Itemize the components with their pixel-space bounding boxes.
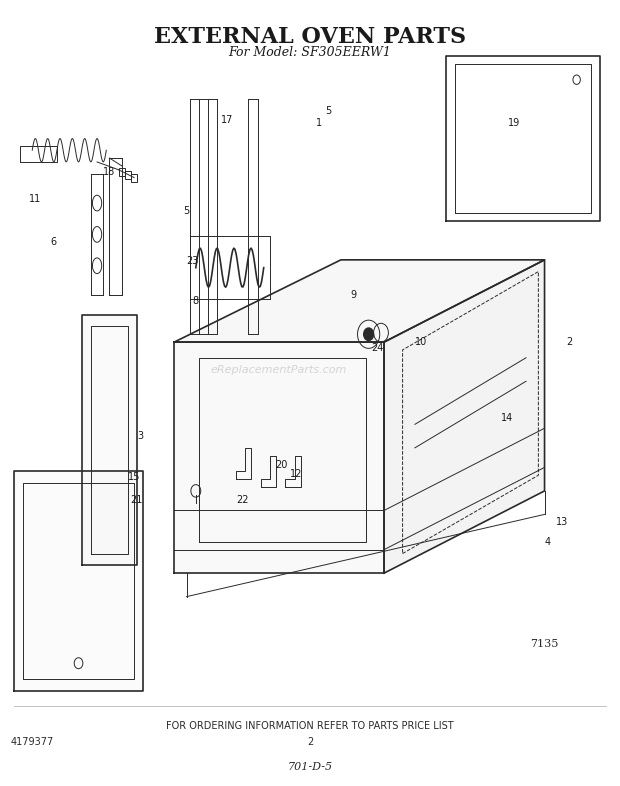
Polygon shape	[14, 472, 143, 691]
Text: 19: 19	[508, 118, 520, 128]
Bar	[131, 174, 137, 182]
Text: 6: 6	[51, 237, 57, 247]
Text: 22: 22	[236, 495, 249, 505]
Text: 15: 15	[128, 472, 140, 482]
Polygon shape	[384, 260, 544, 573]
Text: 17: 17	[221, 116, 233, 126]
Text: 2: 2	[566, 337, 572, 347]
Bar	[125, 171, 131, 179]
Text: 24: 24	[372, 343, 384, 353]
Text: 13: 13	[556, 517, 568, 527]
Text: 4179377: 4179377	[11, 736, 54, 747]
Text: 11: 11	[29, 194, 42, 204]
Text: 9: 9	[350, 290, 356, 300]
Polygon shape	[174, 342, 384, 573]
Text: For Model: SF305EERW1: For Model: SF305EERW1	[229, 46, 391, 59]
Text: 23: 23	[187, 256, 199, 266]
Polygon shape	[174, 260, 544, 342]
Text: 1: 1	[316, 118, 322, 128]
Polygon shape	[82, 314, 137, 565]
Text: eReplacementParts.com: eReplacementParts.com	[211, 365, 347, 374]
Text: 2: 2	[307, 736, 313, 747]
Text: FOR ORDERING INFORMATION REFER TO PARTS PRICE LIST: FOR ORDERING INFORMATION REFER TO PARTS …	[166, 721, 454, 731]
Text: 5: 5	[326, 106, 332, 116]
Text: 14: 14	[502, 413, 513, 423]
Bar	[118, 168, 125, 176]
Text: 21: 21	[130, 495, 142, 505]
Text: 18: 18	[104, 167, 115, 177]
Text: 20: 20	[275, 460, 287, 470]
Text: 701-D-5: 701-D-5	[288, 762, 332, 773]
Text: EXTERNAL OVEN PARTS: EXTERNAL OVEN PARTS	[154, 26, 466, 48]
Circle shape	[364, 328, 374, 340]
Text: 3: 3	[137, 431, 143, 441]
Text: 7135: 7135	[530, 639, 559, 648]
Text: 5: 5	[184, 205, 190, 215]
Text: 10: 10	[415, 337, 427, 347]
Text: 12: 12	[290, 469, 302, 479]
Text: 8: 8	[193, 296, 199, 306]
Text: 4: 4	[544, 537, 551, 547]
